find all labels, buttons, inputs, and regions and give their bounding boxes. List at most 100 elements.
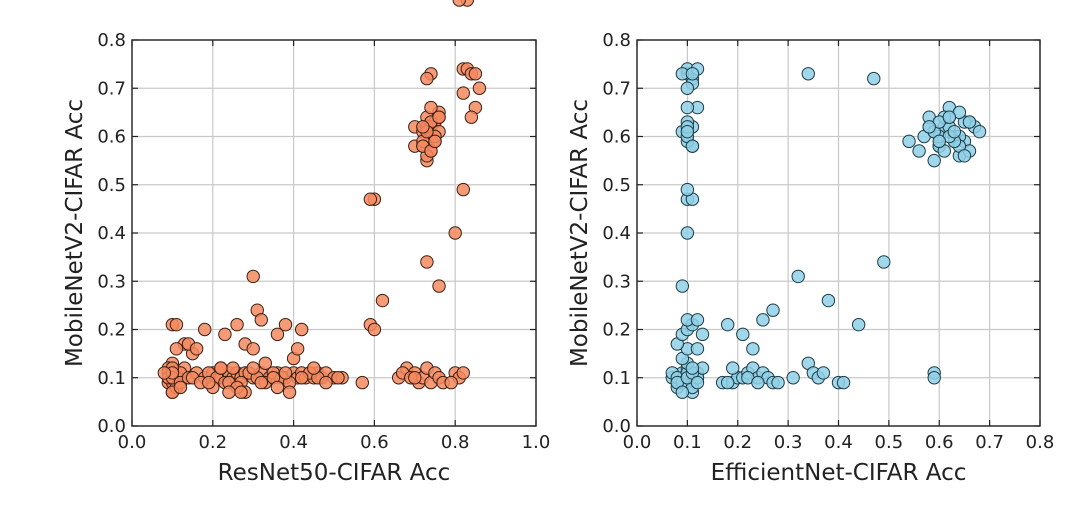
left-scatter-point (173, 380, 188, 395)
left-scatter-point (254, 313, 268, 327)
right-scatter-point (680, 124, 695, 139)
left-x-tick-label: 0.0 (118, 432, 147, 453)
left-scatter-point (375, 293, 390, 308)
right-scatter-point (746, 342, 760, 356)
left-scatter-point (363, 192, 378, 206)
right-scatter-point (932, 134, 946, 149)
left-scatter-point (448, 226, 462, 240)
right-x-tick-label: 0.8 (1026, 432, 1055, 453)
left-scatter-panel: 0.0 0.2 0.4 0.6 0.8 1.0 0.0 0.1 0.2 0.3 0.4 0.5 0.6 0… (62, 0, 550, 486)
right-x-tick-label: 0.0 (623, 432, 652, 453)
left-scatter-point (432, 279, 446, 293)
right-y-tick-label: 0.2 (602, 320, 631, 341)
right-scatter-point (766, 303, 780, 317)
left-scatter-point (428, 134, 442, 149)
left-scatter-point (226, 361, 240, 375)
right-x-axis-label: EfficientNet-CIFAR Acc (711, 460, 967, 486)
left-scatter-point (218, 327, 232, 342)
left-scatter-point (282, 385, 297, 399)
right-scatter-point (680, 182, 695, 197)
right-y-tick-label: 0.8 (602, 30, 631, 51)
left-scatter-point (198, 322, 212, 337)
left-scatter-point (307, 361, 321, 375)
left-scatter-point (331, 371, 345, 385)
right-y-tick-label: 0.4 (602, 223, 631, 244)
left-scatter-point (214, 361, 228, 375)
right-scatter-point (912, 144, 926, 158)
right-scatter-point (720, 375, 735, 390)
right-scatter-panel: 0.0 0.1 0.2 0.3 0.4 0.5 0.6 0.7 0.8 0.0 0.1 0.2 0.3 0… (567, 30, 1054, 486)
left-scatter-point (169, 317, 184, 332)
right-scatter-point (695, 327, 710, 342)
left-x-axis-label: ResNet50-CIFAR Acc (218, 460, 451, 486)
right-scatter-point (801, 67, 815, 81)
right-scatter-point (690, 375, 705, 390)
left-scatter-point (202, 375, 216, 390)
left-scatter-point (444, 375, 458, 390)
left-scatter-point (468, 67, 483, 81)
right-scatter-point (902, 134, 916, 149)
right-scatter-point (816, 366, 831, 380)
right-scatter-point (726, 361, 740, 375)
left-scatter-point (222, 385, 236, 399)
left-scatter-point (246, 342, 260, 356)
left-scatter-point (290, 342, 305, 356)
left-scatter-point (424, 100, 438, 115)
left-y-tick-label: 0.5 (97, 175, 126, 196)
right-scatter-point (786, 371, 800, 385)
right-x-tick-label: 0.3 (774, 432, 803, 453)
right-scatter-point (680, 81, 695, 95)
right-scatter-point (922, 120, 936, 134)
left-scatter-point (189, 342, 204, 356)
right-y-tick-label: 0.6 (602, 127, 631, 148)
left-y-tick-label: 0.7 (97, 78, 126, 99)
right-scatter-point (821, 293, 836, 308)
left-scatter-point (464, 110, 479, 124)
left-scatter-point (278, 366, 293, 380)
left-scatter-point (319, 375, 333, 390)
right-scatter-point (851, 317, 866, 332)
left-scatter-point (230, 317, 244, 332)
right-scatter-point (690, 342, 705, 356)
left-x-tick-label: 0.6 (360, 432, 389, 453)
left-scatter-point (456, 182, 470, 197)
right-scatter-point (927, 153, 941, 168)
left-scatter-point (472, 81, 487, 95)
right-y-tick-label: 0.0 (602, 416, 631, 437)
left-scatter-point (294, 371, 309, 385)
left-scatter-point (420, 71, 434, 86)
left-scatter-point (258, 356, 273, 370)
left-x-tick-label: 0.2 (198, 432, 227, 453)
right-y-tick-label: 0.7 (602, 78, 631, 99)
left-y-tick-label: 0.1 (97, 368, 126, 389)
right-x-tick-label: 0.5 (875, 432, 904, 453)
right-scatter-point (927, 371, 941, 385)
left-scatter-point (416, 120, 430, 134)
left-scatter-point (420, 255, 434, 269)
right-scatter-point (690, 313, 705, 327)
right-scatter-point (675, 385, 690, 399)
right-y-tick-label: 0.3 (602, 271, 631, 292)
right-scatter-point (972, 124, 987, 139)
right-x-tick-label: 0.2 (723, 432, 752, 453)
left-scatter-point (408, 371, 422, 385)
right-x-tick-label: 0.1 (673, 432, 702, 453)
left-scatter-point (456, 366, 470, 380)
left-x-tick-label: 1.0 (522, 432, 551, 453)
right-scatter-point (675, 279, 690, 293)
right-scatter-point (867, 71, 881, 86)
right-scatter-point (756, 313, 770, 327)
left-y-tick-label: 0.2 (97, 320, 126, 341)
right-y-tick-label: 0.5 (602, 175, 631, 196)
left-scatter-point (169, 342, 184, 356)
left-scatter-point (234, 385, 248, 399)
left-scatter-point (456, 86, 470, 100)
right-y-axis-label: MobileNetV2-CIFAR Acc (567, 99, 593, 367)
right-scatter-point (791, 269, 805, 284)
right-scatter-point (736, 327, 750, 342)
left-y-tick-label: 0.6 (97, 127, 126, 148)
left-scatter-point (254, 375, 268, 390)
left-y-tick-label: 0.8 (97, 30, 126, 51)
left-x-tick-label: 0.8 (441, 432, 470, 453)
left-y-tick-label: 0.3 (97, 271, 126, 292)
